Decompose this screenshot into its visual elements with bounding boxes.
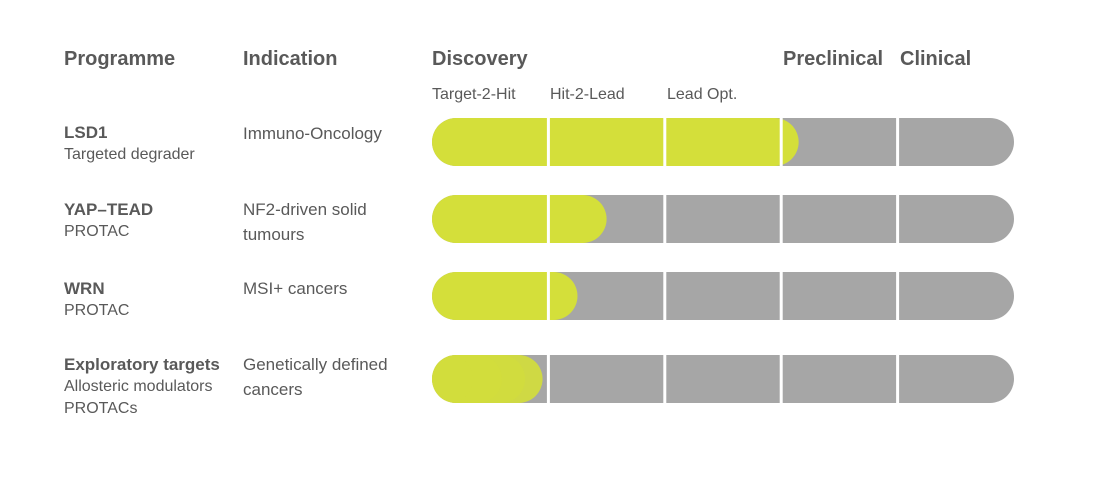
pipeline-bar-wrn [432, 272, 1014, 320]
bar-progress-fade [432, 355, 502, 403]
pipeline-bar-exploratory-targets [432, 355, 1014, 403]
programme-wrn: WRN PROTAC [64, 278, 129, 322]
indication-lsd1: Immuno-Oncology [243, 124, 382, 143]
programme-name: Exploratory targets [64, 355, 220, 374]
programme-modality: Allosteric modulators [64, 378, 213, 395]
pipeline-bar-yap-tead [432, 195, 1014, 243]
bar-progress [432, 272, 578, 320]
programme-name: WRN [64, 279, 105, 298]
subheader-hit-2-lead: Hit-2-Lead [550, 86, 625, 103]
header-clinical: Clinical [900, 48, 972, 70]
header-indication: Indication [243, 48, 338, 70]
bar-progress-fade [432, 355, 526, 403]
programme-name: YAP–TEAD [64, 200, 154, 219]
subheader-target-2-hit: Target-2-Hit [432, 86, 516, 103]
bar-progress-fade [432, 355, 473, 403]
programme-yap-tead: YAP–TEAD PROTAC [64, 199, 153, 243]
indication-exploratory-targets: Genetically defined cancers [243, 355, 388, 399]
header-preclinical: Preclinical [783, 48, 884, 70]
header-discovery: Discovery [432, 48, 528, 70]
bar-progress [432, 195, 607, 243]
programme-modality: PROTAC [64, 302, 130, 319]
indication-yap-tead: NF2-driven solid tumours [243, 200, 367, 244]
programme-lsd1: LSD1 Targeted degrader [64, 122, 195, 166]
pipeline-bar-lsd1 [432, 118, 1014, 166]
programme-modality-2: PROTACs [64, 400, 138, 417]
programme-modality: PROTAC [64, 223, 130, 240]
bar-progress [432, 118, 799, 166]
indication-wrn: MSI+ cancers [243, 279, 348, 298]
programme-exploratory-targets: Exploratory targets Allosteric modulator… [64, 354, 220, 420]
programme-name: LSD1 [64, 123, 108, 142]
programme-modality: Targeted degrader [64, 146, 195, 163]
header-programme: Programme [64, 48, 176, 70]
subheader-lead-opt: Lead Opt. [667, 86, 738, 103]
